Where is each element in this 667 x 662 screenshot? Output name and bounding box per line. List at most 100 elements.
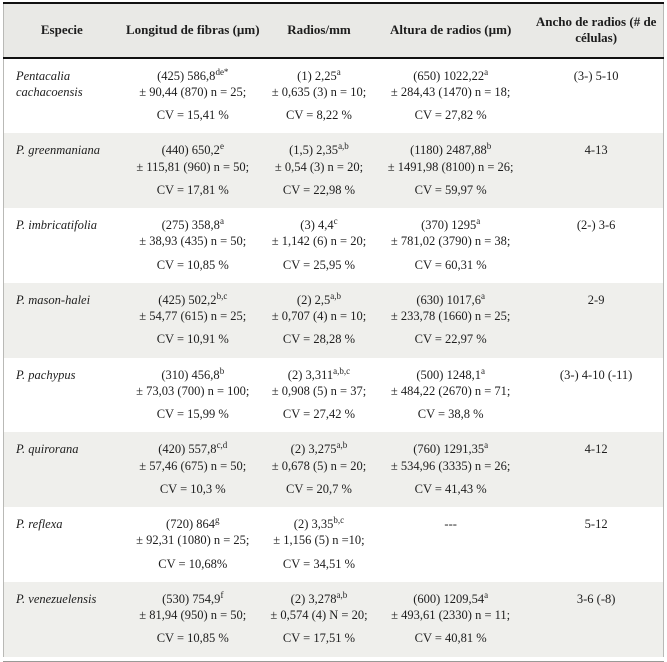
radios-value: (2) 3,311 — [287, 367, 334, 382]
bottom-rule — [3, 660, 664, 662]
radios-value: (3) 4,4 — [300, 218, 334, 232]
radios-superscript: b,c — [333, 514, 345, 525]
radios-sd: ± 0,635 (3) n = 10; — [271, 84, 367, 99]
col-header-radios: Radios/mm — [265, 3, 373, 59]
radios-value: (2) 3,35 — [293, 517, 334, 531]
altura-cell: (630) 1017,6a ± 233,78 (1660) n = 25; CV… — [372, 283, 529, 358]
altura-superscript: a — [476, 215, 481, 226]
longitud-value: (720) 864 — [166, 517, 215, 531]
longitud-superscript: a — [219, 215, 224, 226]
altura-superscript: a — [480, 290, 485, 301]
longitud-cv: CV = 17,81 % — [156, 182, 229, 197]
radios-cv: CV = 27,42 % — [282, 407, 356, 421]
altura-cv: CV = 60,31 % — [414, 257, 487, 272]
radios-sd: ± 1,142 (6) n = 20; — [271, 234, 367, 249]
altura-superscript: a — [484, 440, 489, 451]
ancho-cell: (3-) 4-10 (-11) — [559, 367, 633, 382]
altura-value: (600) 1209,54 — [413, 591, 485, 606]
longitud-value: (425) 586,8 — [157, 68, 216, 83]
radios-cell: (2) 3,278a,b ± 0,574 (4) N = 20; CV = 17… — [266, 582, 372, 657]
altura-cell: (650) 1022,22a ± 284,43 (1470) n = 18; C… — [372, 58, 529, 134]
altura-value: (650) 1022,22 — [413, 68, 485, 83]
altura-cv: CV = 41,43 % — [414, 481, 487, 496]
radios-superscript: a — [336, 66, 341, 77]
species-anatomy-table: Especie Longitud de fibras (µm) Radios/m… — [3, 2, 664, 657]
longitud-cell: (420) 557,8c,d ± 57,46 (675) n = 50; CV … — [120, 432, 266, 507]
longitud-sd: ± 81,94 (950) n = 50; — [139, 608, 247, 622]
table-row: P. mason-halei (425) 502,2b,c ± 54,77 (6… — [3, 282, 664, 358]
ancho-cell: 3-6 (-8) — [576, 591, 616, 606]
altura-sd: ± 781,02 (3790) n = 38; — [390, 234, 511, 249]
radios-cell: (2) 2,5a,b ± 0,707 (4) n = 10; CV = 28,2… — [266, 283, 372, 358]
radios-superscript: c — [333, 215, 338, 226]
altura-value: --- — [444, 517, 457, 531]
species-name: P. imbricatifolia — [16, 218, 98, 232]
longitud-cv: CV = 15,41 % — [156, 108, 229, 122]
col-header-altura: Altura de radios (µm) — [372, 3, 530, 59]
table-row: Pentacalia cachacoensis (425) 586,8de* ±… — [4, 58, 664, 134]
altura-cv: CV = 59,97 % — [414, 182, 487, 197]
longitud-cv: CV = 10,91 % — [156, 332, 229, 347]
longitud-superscript: f — [220, 589, 224, 600]
ancho-cell: (2-) 3-6 — [576, 218, 616, 232]
species-name: P. greenmaniana — [16, 143, 101, 158]
longitud-cell: (310) 456,8b ± 73,03 (700) n = 100; CV =… — [120, 358, 266, 433]
radios-cell: (3) 4,4c ± 1,142 (6) n = 20; CV = 25,95 … — [266, 208, 372, 283]
longitud-sd: ± 38,93 (435) n = 50; — [139, 234, 247, 249]
radios-cv: CV = 8,22 % — [286, 108, 352, 122]
radios-superscript: a,b — [338, 141, 349, 152]
col-header-longitud: Longitud de fibras (µm) — [119, 3, 266, 59]
radios-cv: CV = 34,51 % — [282, 556, 356, 571]
longitud-cell: (720) 864g ± 92,31 (1080) n = 25; CV = 1… — [120, 507, 266, 582]
longitud-sd: ± 90,44 (870) n = 25; — [139, 84, 247, 99]
longitud-value: (530) 754,9 — [162, 591, 221, 606]
species-name: P. quirorana — [16, 442, 79, 457]
longitud-value: (425) 502,2 — [158, 292, 217, 307]
table-row: P. pachypus (310) 456,8b ± 73,03 (700) n… — [4, 358, 664, 433]
altura-cell: (760) 1291,35a ± 534,96 (3335) n = 26; C… — [372, 432, 529, 507]
species-name: P. venezuelensis — [16, 591, 97, 606]
radios-value: (1,5) 2,35 — [289, 143, 339, 158]
radios-cv: CV = 28,28 % — [282, 332, 356, 347]
altura-cv: CV = 27,82 % — [414, 108, 487, 122]
table-row: P. quirorana (420) 557,8c,d ± 57,46 (675… — [3, 432, 664, 507]
longitud-superscript: b,c — [216, 290, 228, 301]
longitud-sd: ± 57,46 (675) n = 50; — [139, 458, 247, 473]
longitud-cell: (440) 650,2e ± 115,81 (960) n = 50; CV =… — [120, 133, 266, 208]
radios-superscript: a,b — [336, 440, 348, 451]
radios-sd: ± 0,678 (5) n = 20; — [271, 458, 367, 473]
altura-superscript: a — [484, 589, 489, 600]
table-row: P. imbricatifolia (275) 358,8a ± 38,93 (… — [4, 208, 664, 283]
longitud-sd: ± 54,77 (615) n = 25; — [139, 309, 247, 323]
radios-cv: CV = 25,95 % — [282, 257, 356, 272]
species-name: P. mason-halei — [16, 292, 91, 307]
longitud-sd: ± 115,81 (960) n = 50; — [136, 159, 250, 174]
radios-cell: (1) 2,25a ± 0,635 (3) n = 10; CV = 8,22 … — [266, 58, 372, 134]
longitud-cv: CV = 10,68% — [158, 556, 228, 571]
radios-cv: CV = 17,51 % — [282, 631, 356, 646]
radios-cell: (2) 3,311a,b,c ± 0,908 (5) n = 37; CV = … — [266, 358, 372, 433]
longitud-value: (420) 557,8 — [158, 442, 217, 457]
altura-value: (500) 1248,1 — [416, 367, 481, 382]
ancho-cell: 4-12 — [584, 442, 608, 457]
species-name: P. pachypus — [16, 367, 76, 382]
radios-cv: CV = 22,98 % — [282, 182, 356, 197]
radios-cell: (2) 3,275a,b ± 0,678 (5) n = 20; CV = 20… — [266, 432, 372, 507]
longitud-superscript: g — [215, 514, 220, 525]
longitud-sd: ± 92,31 (1080) n = 25; — [136, 533, 250, 548]
longitud-cell: (530) 754,9f ± 81,94 (950) n = 50; CV = … — [120, 582, 266, 657]
altura-value: (630) 1017,6 — [416, 292, 481, 307]
radios-value: (1) 2,25 — [297, 68, 337, 83]
table-body: Pentacalia cachacoensis (425) 586,8de* ±… — [3, 58, 664, 657]
radios-sd: ± 0,54 (3) n = 20; — [274, 159, 364, 174]
radios-value: (2) 3,278 — [290, 591, 337, 606]
altura-sd: ± 534,96 (3335) n = 26; — [390, 458, 511, 473]
altura-value: (370) 1295 — [421, 218, 477, 232]
longitud-value: (440) 650,2 — [161, 143, 220, 158]
altura-superscript: b — [486, 141, 492, 152]
radios-sd: ± 0,908 (5) n = 37; — [271, 383, 367, 398]
longitud-cv: CV = 10,85 % — [156, 631, 229, 646]
altura-cell: --- — [372, 507, 529, 582]
radios-sd: ± 0,574 (4) N = 20; — [270, 608, 368, 622]
table-row: P. venezuelensis (530) 754,9f ± 81,94 (9… — [3, 581, 664, 657]
